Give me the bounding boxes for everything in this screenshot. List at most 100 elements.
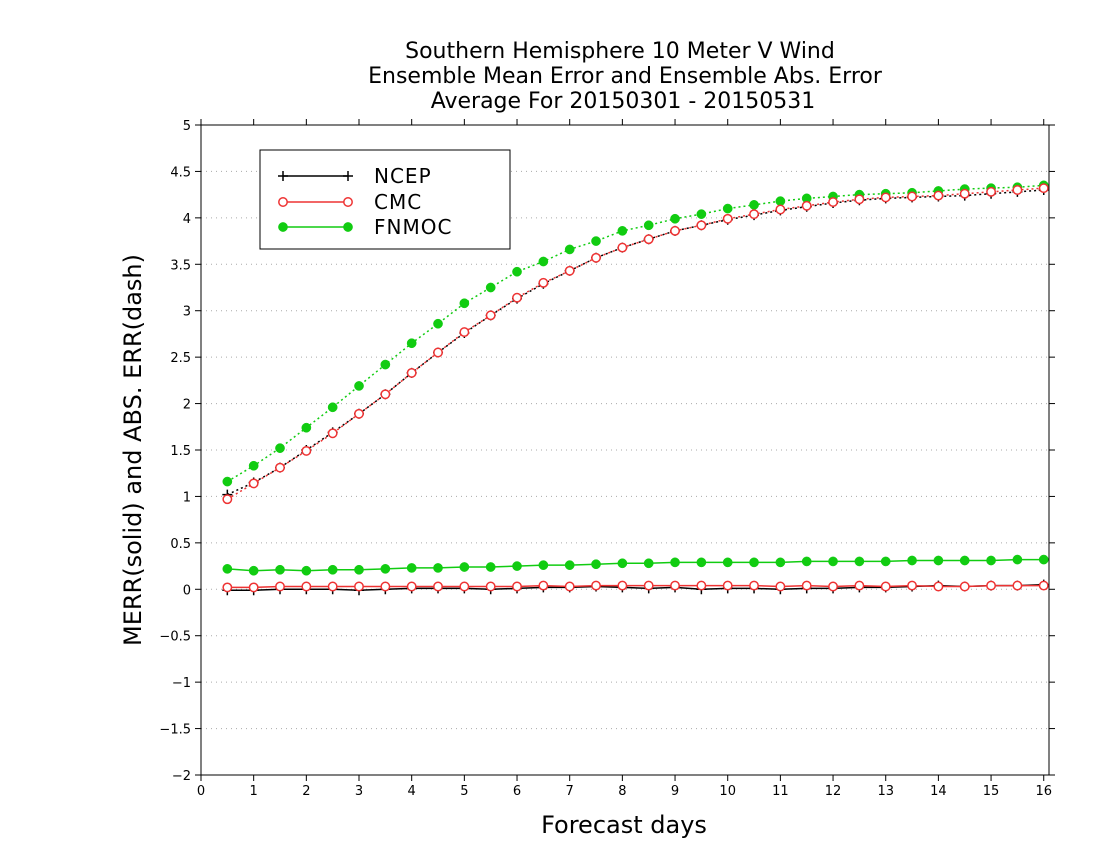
data-point-mean-error-fnmoc — [1012, 554, 1023, 565]
y-tick-label: 5 — [183, 119, 191, 134]
data-point-abs-error-fnmoc — [749, 200, 759, 210]
data-point-abs-error-fnmoc — [617, 226, 628, 236]
x-tick-label: 3 — [355, 784, 363, 799]
data-point-mean-error-cmc — [327, 581, 338, 592]
data-point-abs-error-cmc — [880, 192, 891, 203]
series-cmc — [222, 183, 1049, 593]
data-point-abs-error-fnmoc — [222, 476, 233, 487]
y-tick-label: 3.5 — [170, 258, 191, 273]
legend-entry-ncep: NCEP — [278, 164, 432, 188]
data-point-mean-error-cmc — [722, 580, 733, 591]
data-point-mean-error-cmc — [248, 582, 259, 593]
data-point-mean-error-fnmoc — [880, 556, 891, 567]
data-point-abs-error-fnmoc — [564, 244, 575, 255]
data-point-mean-error-fnmoc — [722, 557, 733, 568]
data-point-mean-error-cmc — [459, 581, 470, 592]
y-axis-title: MERR(solid) and ABS. ERR(dash) — [119, 254, 147, 646]
data-point-abs-error-fnmoc — [327, 402, 338, 413]
data-point-mean-error-fnmoc — [643, 558, 654, 569]
y-tick-label: −2 — [172, 769, 191, 784]
data-point-abs-error-cmc — [275, 462, 285, 473]
x-tick-label: 16 — [1035, 784, 1052, 799]
x-tick-label: 1 — [250, 784, 258, 799]
data-point-mean-error-cmc — [564, 581, 575, 592]
data-point-mean-error-fnmoc — [749, 557, 759, 568]
chart-title-line-1: Southern Hemisphere 10 Meter V Wind — [405, 39, 835, 64]
y-tick-label: 4 — [183, 212, 191, 227]
data-point-abs-error-fnmoc — [248, 460, 259, 471]
data-point-abs-error-fnmoc — [670, 213, 680, 224]
x-tick-label: 10 — [719, 784, 736, 799]
data-point-abs-error-fnmoc — [722, 203, 733, 214]
data-point-abs-error-cmc — [854, 194, 865, 205]
data-point-abs-error-cmc — [433, 347, 443, 358]
data-point-abs-error-cmc — [564, 265, 575, 276]
y-tick-label: −1.5 — [159, 723, 191, 738]
data-point-abs-error-fnmoc — [275, 443, 285, 453]
x-tick-label: 6 — [513, 784, 521, 799]
x-tick-label: 4 — [408, 784, 416, 799]
legend-entry-fnmoc: FNMOC — [278, 215, 451, 239]
data-point-mean-error-fnmoc — [907, 555, 917, 566]
y-tick-label: 4.5 — [170, 165, 191, 180]
data-point-mean-error-cmc — [406, 581, 417, 592]
data-point-abs-error-cmc — [327, 428, 338, 439]
data-point-abs-error-cmc — [301, 445, 312, 456]
legend-entry-cmc: CMC — [278, 190, 421, 214]
data-point-abs-error-fnmoc — [301, 422, 312, 433]
data-point-abs-error-fnmoc — [775, 196, 786, 206]
series-line-mean-error-cmc — [227, 584, 1044, 589]
data-point-mean-error-cmc — [275, 581, 285, 592]
data-point-mean-error-cmc — [301, 581, 312, 592]
data-point-abs-error-cmc — [538, 277, 549, 288]
data-point-mean-error-cmc — [696, 580, 707, 591]
data-point-abs-error-cmc — [696, 220, 707, 231]
data-point-abs-error-cmc — [722, 213, 733, 224]
data-point-abs-error-fnmoc — [538, 256, 549, 267]
y-tick-label: 3 — [183, 305, 191, 320]
data-point-mean-error-fnmoc — [828, 556, 838, 567]
data-point-abs-error-fnmoc — [591, 236, 601, 246]
data-point-abs-error-cmc — [749, 209, 759, 220]
data-point-mean-error-cmc — [775, 581, 786, 592]
data-point-abs-error-cmc — [643, 234, 654, 245]
data-point-mean-error-cmc — [854, 580, 865, 591]
data-point-mean-error-fnmoc — [485, 562, 496, 572]
data-point-mean-error-fnmoc — [564, 560, 575, 570]
legend-box — [259, 149, 511, 250]
data-point-mean-error-fnmoc — [380, 564, 391, 574]
data-point-mean-error-cmc — [959, 581, 970, 592]
data-point-mean-error-fnmoc — [459, 562, 470, 572]
data-point-abs-error-cmc — [591, 252, 601, 263]
data-point-abs-error-cmc — [801, 200, 812, 211]
y-tick-label: 2 — [183, 398, 191, 413]
series-line-abs-error-ncep — [226, 189, 1044, 496]
data-point-mean-error-fnmoc — [959, 555, 970, 566]
series-line-mean-error-fnmoc — [227, 558, 1044, 572]
data-point-mean-error-cmc — [749, 580, 759, 591]
data-point-abs-error-fnmoc — [459, 298, 470, 309]
y-tick-label: −1 — [172, 676, 191, 691]
y-tick-label: 2.5 — [170, 351, 191, 366]
x-tick-label: 8 — [618, 784, 626, 799]
data-point-mean-error-cmc — [591, 580, 601, 591]
chart-title-line-3: Average For 20150301 - 20150531 — [431, 89, 816, 114]
data-point-mean-error-fnmoc — [1038, 554, 1049, 565]
data-point-abs-error-fnmoc — [643, 220, 654, 231]
data-point-abs-error-cmc — [933, 190, 944, 201]
data-point-abs-error-cmc — [907, 191, 918, 202]
series-layer — [222, 180, 1049, 596]
data-point-mean-error-cmc — [617, 580, 628, 591]
data-point-mean-error-fnmoc — [775, 557, 786, 568]
x-tick-label: 7 — [566, 784, 574, 799]
x-tick-label: 12 — [825, 784, 842, 799]
data-point-abs-error-cmc — [406, 367, 417, 378]
y-axis-ticks: −2 −1.5 −1 −0.5 0 0.5 1 1.5 2 2.5 3 3.5 4 4.5 5 — [159, 119, 1055, 784]
legend-label-ncep: NCEP — [374, 164, 432, 188]
data-point-mean-error-cmc — [433, 581, 443, 592]
data-point-abs-error-fnmoc — [485, 282, 496, 293]
data-point-abs-error-cmc — [380, 389, 391, 400]
